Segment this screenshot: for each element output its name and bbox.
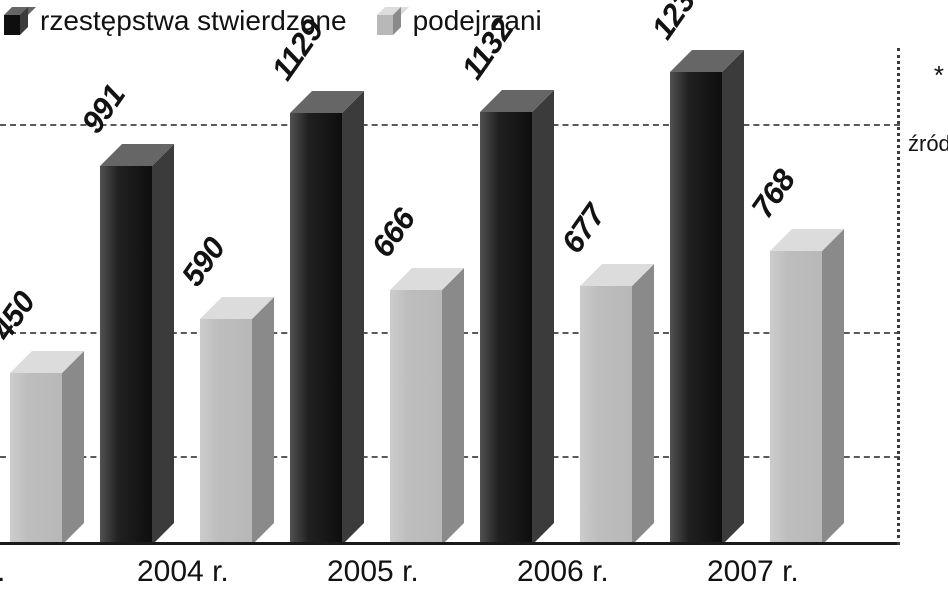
x-axis-baseline <box>0 542 900 545</box>
bar-value-label: 677 <box>555 198 613 260</box>
bar-value-label: 768 <box>745 164 803 226</box>
bars-layer: 450991590112966611326771237768 <box>0 48 900 545</box>
x-axis-label: 2004 r. <box>137 555 229 589</box>
x-axis-label: 2005 r. <box>327 555 419 589</box>
side-labels: * źródło: <box>908 60 944 157</box>
bar-value-label: 590 <box>175 232 233 294</box>
asterisk-note: * <box>908 60 944 91</box>
legend-swatch-suspects <box>377 7 401 35</box>
x-axis-label: 2006 r. <box>517 555 609 589</box>
source-label: źródło: <box>908 131 944 157</box>
bar-value-label: 991 <box>75 78 133 140</box>
x-axis-label: 03 r. <box>0 555 5 589</box>
right-dotted-divider <box>897 48 900 545</box>
legend-swatch-crimes <box>4 7 28 35</box>
bar-value-label: 666 <box>365 203 423 265</box>
x-axis-labels: 03 r. 2004 r. 2005 r. 2006 r. 2007 r. <box>0 549 900 593</box>
plot-area: 450991590112966611326771237768 <box>0 48 900 545</box>
x-axis-label: 2007 r. <box>707 555 799 589</box>
bar-value-label: 450 <box>0 285 43 347</box>
